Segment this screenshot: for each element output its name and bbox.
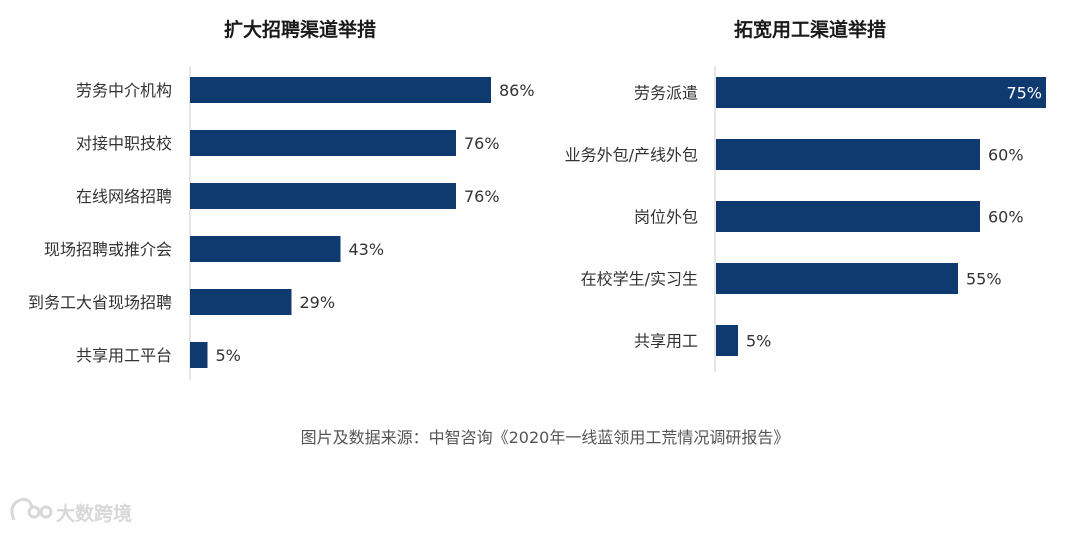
right-category-label-2: 业务外包/产线外包 [565,146,698,165]
left-category-label-3: 在线网络招聘 [76,187,172,206]
right-value-label-4: 55% [966,270,1002,289]
logo-icon [10,497,53,521]
left-value-label-4: 43% [349,240,385,259]
right-bar-2 [716,139,980,170]
right-value-label-5: 5% [746,332,771,351]
left-value-label-1: 86% [499,81,535,100]
left-bar-6 [190,342,208,368]
left-category-label-6: 共享用工平台 [76,346,172,365]
left-value-label-6: 5% [216,346,241,365]
left-bar-5 [190,289,292,315]
right-value-label-2: 60% [988,146,1024,165]
watermark: 大数跨境 [10,497,132,525]
right-bar-4 [716,263,958,294]
right-bar-5 [716,325,738,356]
left-chart-bars: 劳务中介机构 86% 对接中职技校 76% 在线网络招聘 76% 现场招聘或推介会 43% 到务… [28,77,535,368]
left-bar-2 [190,130,456,156]
watermark-text: 大数跨境 [56,502,132,525]
right-category-label-5: 共享用工 [634,332,698,351]
right-category-label-1: 劳务派遣 [634,84,698,103]
right-bar-1 [716,77,1046,108]
left-bar-1 [190,77,491,103]
right-category-label-4: 在校学生/实习生 [581,270,698,289]
left-chart: 扩大招聘渠道举措 劳务中介机构 86% 对接中职技校 76% 在线网络招聘 76% 现场招聘… [28,18,535,380]
source-note: 图片及数据来源：中智咨询《2020年一线蓝领用工荒情况调研报告》 [301,428,790,447]
right-chart: 拓宽用工渠道举措 劳务派遣 75% 业务外包/产线外包 60% 岗位外包 60% 在校学生/… [565,18,1046,372]
left-bar-3 [190,183,456,209]
left-value-label-2: 76% [464,134,500,153]
left-category-label-2: 对接中职技校 [76,134,172,153]
left-value-label-5: 29% [300,293,336,312]
right-bar-3 [716,201,980,232]
right-chart-bars: 劳务派遣 75% 业务外包/产线外包 60% 岗位外包 60% 在校学生/实习生 55% 共享用… [565,77,1046,356]
left-bar-4 [190,236,341,262]
right-value-label-1: 75% [1006,84,1042,103]
right-category-label-3: 岗位外包 [634,208,698,227]
right-value-label-3: 60% [988,208,1024,227]
left-category-label-4: 现场招聘或推介会 [44,240,172,259]
left-chart-title: 扩大招聘渠道举措 [224,18,376,41]
left-category-label-1: 劳务中介机构 [76,81,172,100]
left-value-label-3: 76% [464,187,500,206]
right-chart-title: 拓宽用工渠道举措 [734,18,886,41]
left-category-label-5: 到务工大省现场招聘 [28,293,172,312]
